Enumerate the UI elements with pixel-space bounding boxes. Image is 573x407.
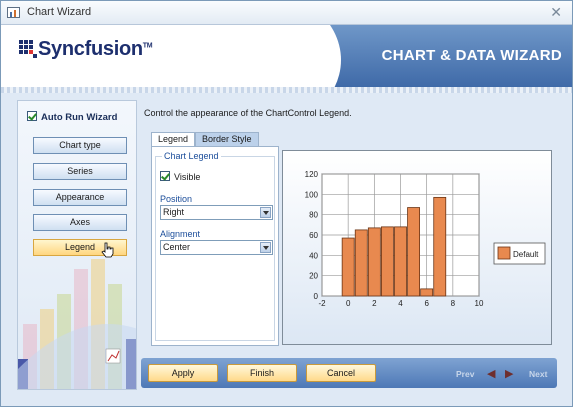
title-bar: Chart Wizard ✕ (1, 1, 572, 25)
visible-checkbox[interactable]: Visible (160, 171, 200, 182)
position-label: Position (160, 194, 193, 204)
chart-app-icon (7, 7, 20, 18)
prev-button[interactable]: Prev (456, 369, 475, 379)
alignment-select[interactable]: Center (160, 240, 273, 255)
next-arrow-icon[interactable]: ▶ (505, 368, 514, 380)
instructions-text: Control the appearance of the ChartContr… (144, 108, 352, 118)
x-tick-label: 2 (372, 299, 377, 308)
step-axes-button[interactable]: Axes (33, 214, 127, 231)
y-tick-label: 0 (314, 292, 319, 301)
y-tick-label: 100 (305, 190, 319, 199)
footer-bar: Apply Finish Cancel Prev ◀ ▶ Next (141, 358, 557, 388)
position-value: Right (163, 207, 185, 217)
bar (407, 207, 421, 297)
y-tick-label: 120 (305, 170, 319, 179)
legend-label: Default (513, 250, 539, 259)
y-tick-label: 40 (309, 251, 318, 260)
x-tick-label: 6 (424, 299, 429, 308)
close-icon[interactable]: ✕ (550, 4, 562, 20)
finish-button[interactable]: Finish (227, 364, 297, 382)
checker-divider (1, 87, 572, 93)
logo-brand-text: Syncfusion (38, 38, 143, 60)
tab-border-style[interactable]: Border Style (195, 132, 259, 146)
alignment-dropdown-arrow-icon[interactable] (260, 242, 271, 253)
chart-legend-group: Chart Legend Visible Position Right Alig… (155, 151, 275, 341)
prev-arrow-icon[interactable]: ◀ (487, 368, 496, 380)
apply-button[interactable]: Apply (148, 364, 218, 382)
y-tick-label: 20 (309, 272, 318, 281)
logo-grid-icon (19, 40, 37, 58)
chart-legend-group-title: Chart Legend (162, 151, 221, 161)
chart-preview-panel: 0 20 40 60 80 100 120 -2 0 2 4 6 8 10 Default (282, 150, 552, 345)
legend-properties-panel: Chart Legend Visible Position Right Alig… (151, 146, 279, 346)
x-tick-label: 0 (346, 299, 351, 308)
step-chart-type-button[interactable]: Chart type (33, 137, 127, 154)
tab-legend[interactable]: Legend (151, 132, 196, 146)
x-tick-label: 10 (475, 299, 484, 308)
bar (341, 237, 355, 297)
cancel-button[interactable]: Cancel (306, 364, 376, 382)
x-tick-label: 4 (398, 299, 403, 308)
legend-swatch (497, 246, 511, 260)
logo-trademark: TM (142, 42, 153, 50)
bar (380, 226, 394, 297)
visible-check-box[interactable] (160, 171, 170, 181)
step-appearance-button[interactable]: Appearance (33, 189, 127, 206)
y-tick-label: 80 (309, 211, 318, 220)
header-banner: SyncfusionTM CHART & DATA WIZARD (1, 25, 572, 87)
header-curve (151, 25, 341, 87)
decorative-3d-bars (18, 259, 136, 389)
x-tick-label: -2 (318, 299, 326, 308)
step-series-button[interactable]: Series (33, 163, 127, 180)
bar (354, 229, 368, 297)
bar (394, 226, 407, 297)
position-select[interactable]: Right (160, 205, 273, 220)
wizard-steps-panel: Auto Run Wizard Chart type Series Appear… (17, 100, 137, 390)
alignment-value: Center (163, 242, 191, 252)
hand-pointer-icon (101, 242, 114, 258)
bar (433, 196, 447, 297)
x-tick-label: 8 (451, 299, 456, 308)
bar (420, 288, 434, 297)
alignment-label: Alignment (160, 229, 201, 239)
y-tick-label: 60 (309, 231, 318, 240)
auto-run-checkbox[interactable]: Auto Run Wizard (27, 111, 117, 123)
wizard-title: CHART & DATA WIZARD (381, 47, 562, 64)
auto-run-label: Auto Run Wizard (41, 112, 118, 123)
bar (367, 227, 381, 297)
visible-label: Visible (174, 172, 201, 182)
window-title: Chart Wizard (27, 6, 92, 18)
position-dropdown-arrow-icon[interactable] (260, 207, 271, 218)
next-button[interactable]: Next (529, 369, 548, 379)
auto-run-check-box[interactable] (27, 111, 37, 121)
